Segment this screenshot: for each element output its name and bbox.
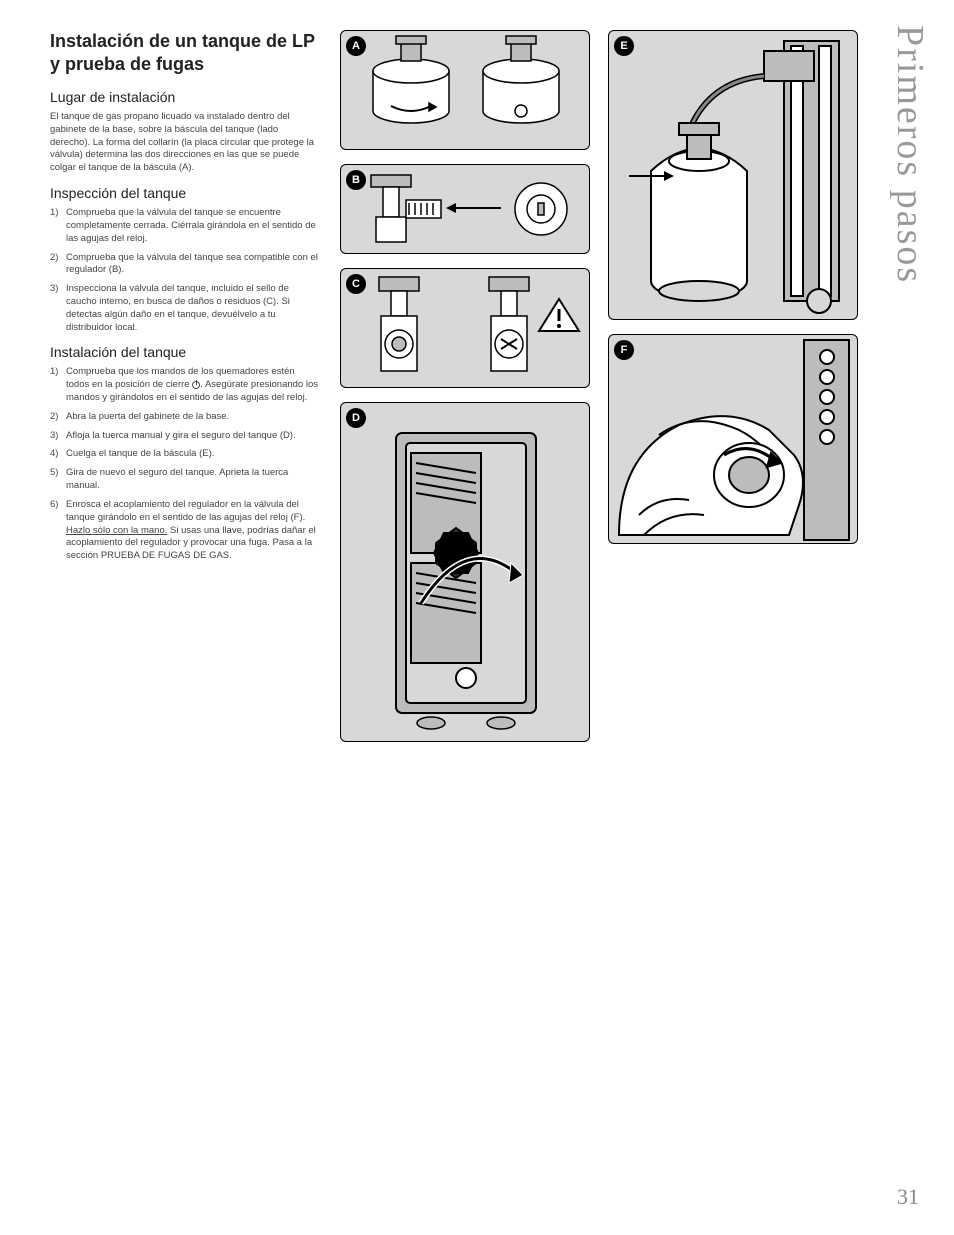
figure-c-svg [341, 269, 590, 388]
figure-f: F [608, 334, 858, 544]
figure-column-left: A [340, 30, 590, 756]
figure-e-box [608, 30, 858, 320]
list-item: 3)Inspecciona la válvula del tanque, inc… [50, 283, 320, 334]
figure-label-e: E [614, 36, 634, 56]
figure-a-svg [341, 31, 590, 150]
figure-label-c: C [346, 274, 366, 294]
figure-b-box [340, 164, 590, 254]
list-item: 2)Comprueba que la válvula del tanque se… [50, 252, 320, 278]
text-column: Instalación de un tanque de LP y prueba … [50, 30, 320, 756]
figure-column-right: E [608, 30, 858, 756]
subheading-location: Lugar de instalación [50, 89, 320, 105]
subheading-install: Instalación del tanque [50, 344, 320, 360]
figure-d: D [340, 402, 590, 742]
figure-d-svg [341, 403, 590, 742]
page-number: 31 [897, 1184, 919, 1210]
figure-label-a: A [346, 36, 366, 56]
section-tab-title: Primeros pasos [888, 25, 932, 284]
figure-f-box [608, 334, 858, 544]
figure-b: B [340, 164, 590, 254]
off-icon [192, 381, 200, 389]
subheading-inspection: Inspección del tanque [50, 185, 320, 201]
figure-a-box [340, 30, 590, 150]
figures-area: A [340, 30, 914, 756]
figure-a: A [340, 30, 590, 150]
list-item: 5)Gira de nuevo el seguro del tanque. Ap… [50, 467, 320, 493]
figure-label-f: F [614, 340, 634, 360]
figure-e-svg [609, 31, 858, 320]
list-item: 6) Enrosca el acoplamiento del regulador… [50, 499, 320, 563]
install-list: 1) Comprueba que los mandos de los quema… [50, 366, 320, 563]
list-item: 3)Afloja la tuerca manual y gira el segu… [50, 430, 320, 443]
location-para: El tanque de gas propano licuado va inst… [50, 111, 320, 175]
page: Primeros pasos 31 Instalación de un tanq… [0, 0, 954, 1235]
figure-c: C [340, 268, 590, 388]
figure-label-b: B [346, 170, 366, 190]
content-row: Instalación de un tanque de LP y prueba … [50, 30, 914, 756]
figure-e: E [608, 30, 858, 320]
figure-label-d: D [346, 408, 366, 428]
main-heading: Instalación de un tanque de LP y prueba … [50, 30, 320, 75]
inspection-list: 1)Comprueba que la válvula del tanque se… [50, 207, 320, 334]
warning-icon [539, 299, 579, 331]
list-item: 1) Comprueba que los mandos de los quema… [50, 366, 320, 404]
figure-d-box [340, 402, 590, 742]
figure-f-svg [609, 335, 858, 544]
figure-b-svg [341, 165, 590, 254]
list-item: 2)Abra la puerta del gabinete de la base… [50, 411, 320, 424]
figure-c-box [340, 268, 590, 388]
list-item: 1)Comprueba que la válvula del tanque se… [50, 207, 320, 245]
list-item: 4)Cuelga el tanque de la báscula (E). [50, 448, 320, 461]
